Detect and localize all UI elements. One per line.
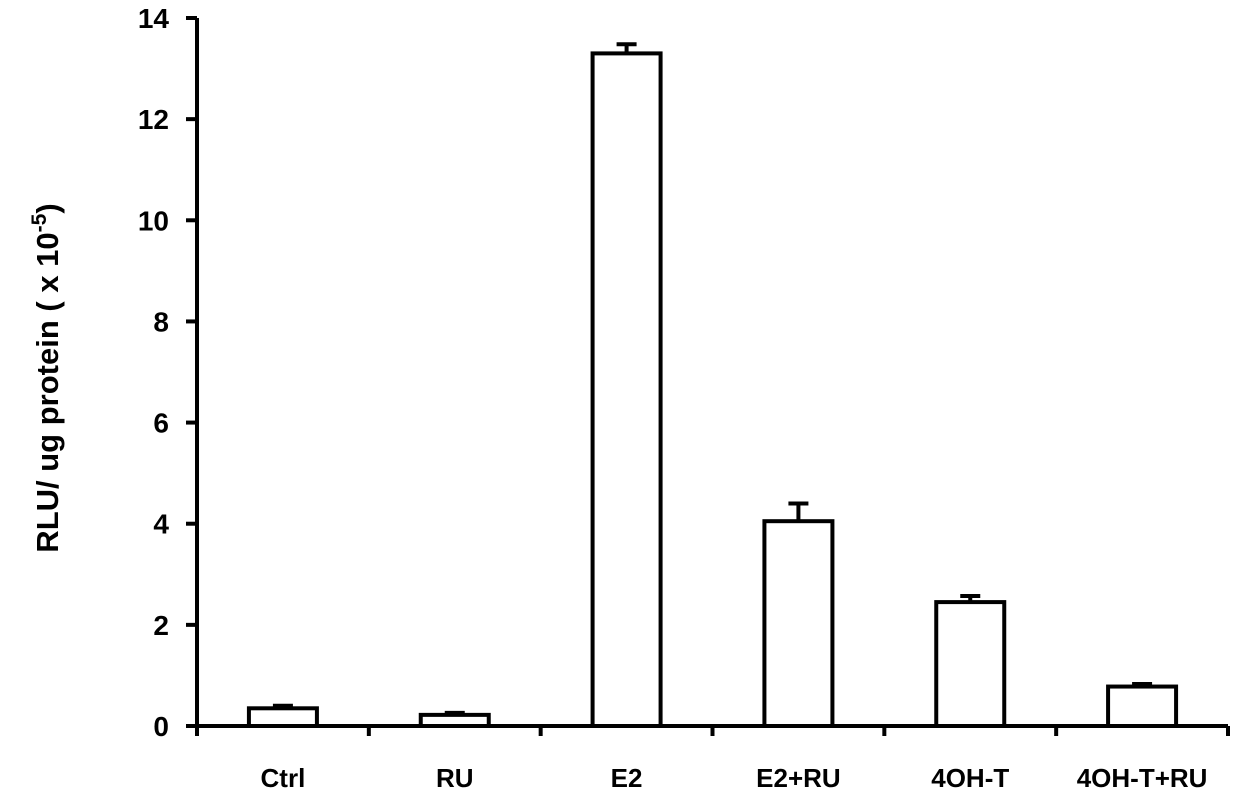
bar-e2-ru: [762, 519, 835, 729]
bar-e2: [590, 51, 663, 728]
y-axis: 0 2 4 6 8 10 12 14: [138, 3, 199, 742]
y-axis-label-exponent: -5: [28, 213, 51, 232]
y-tick-label: 14: [138, 3, 170, 34]
y-axis-label: RLU/ ug protein ( x 10-5): [28, 203, 65, 552]
x-category-label: E2: [611, 763, 643, 793]
error-bars: [272, 42, 1153, 715]
y-tick-label: 2: [153, 610, 169, 641]
x-axis: [195, 724, 1230, 736]
bar-4oh-t: [934, 600, 1007, 728]
bar-ru: [418, 712, 491, 728]
y-axis-label-close: ): [30, 203, 65, 213]
bar-4oh-t-ru: [1106, 684, 1179, 728]
y-tick-label: 0: [153, 711, 169, 742]
y-tick-label: 12: [138, 104, 169, 135]
y-tick-label: 6: [153, 408, 169, 439]
x-category-label: E2+RU: [756, 763, 841, 793]
category-labels: Ctrl RU E2 E2+RU 4OH-T 4OH-T+RU: [261, 763, 1208, 793]
x-category-label: Ctrl: [261, 763, 306, 793]
y-tick-label: 8: [153, 306, 169, 337]
x-category-label: 4OH-T: [931, 763, 1009, 793]
bars: [246, 51, 1179, 729]
y-tick-label: 10: [138, 205, 169, 236]
y-tick-label: 4: [153, 509, 169, 540]
y-axis-label-main: RLU/ ug protein ( x 10: [30, 232, 65, 552]
x-category-label: RU: [436, 763, 474, 793]
bar-ctrl: [246, 706, 319, 728]
x-category-label: 4OH-T+RU: [1077, 763, 1208, 793]
